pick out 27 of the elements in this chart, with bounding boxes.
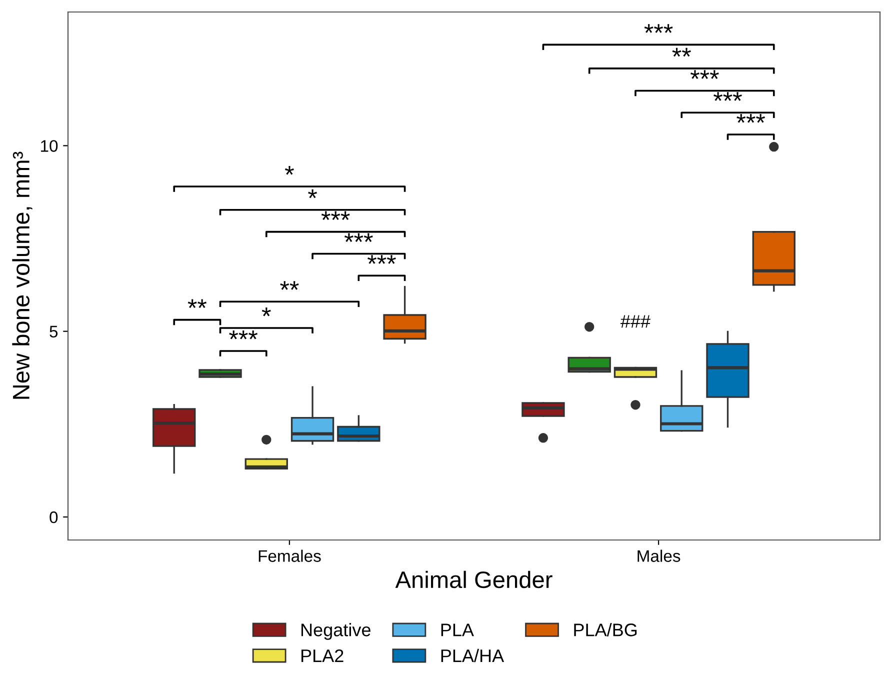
annotation: *	[262, 307, 271, 316]
annotation: ***	[344, 233, 373, 242]
annotation: ***	[321, 211, 350, 220]
annotation: **	[280, 281, 299, 290]
annotation: ***	[714, 92, 742, 101]
annotation: ***	[229, 330, 258, 340]
y-tick-label: 0	[50, 511, 58, 524]
annotation: *	[284, 166, 294, 175]
x-axis-title: Animal Gender	[395, 570, 552, 588]
annotation: ***	[690, 70, 719, 79]
legend-label: PLA	[441, 624, 474, 636]
annotation: ###	[620, 315, 650, 328]
legend-label: PLA2	[301, 649, 344, 662]
legend-label: PLA/HA	[441, 648, 504, 662]
x-tick-label: Females	[258, 550, 321, 562]
annotation: *	[308, 189, 317, 198]
x-tick-label: Males	[638, 550, 680, 562]
legend-label: Negative	[301, 623, 370, 640]
annotation: ***	[644, 24, 673, 33]
y-axis-title: New bone volume, mm³	[12, 152, 32, 399]
annotation: ***	[368, 255, 396, 264]
y-tick-label: 5	[50, 326, 58, 338]
legend-label: PLA/BG	[574, 623, 637, 636]
annotation: ***	[736, 114, 766, 123]
y-tick-label: 10	[41, 140, 58, 152]
annotation: **	[188, 299, 207, 308]
annotation: **	[672, 48, 691, 57]
